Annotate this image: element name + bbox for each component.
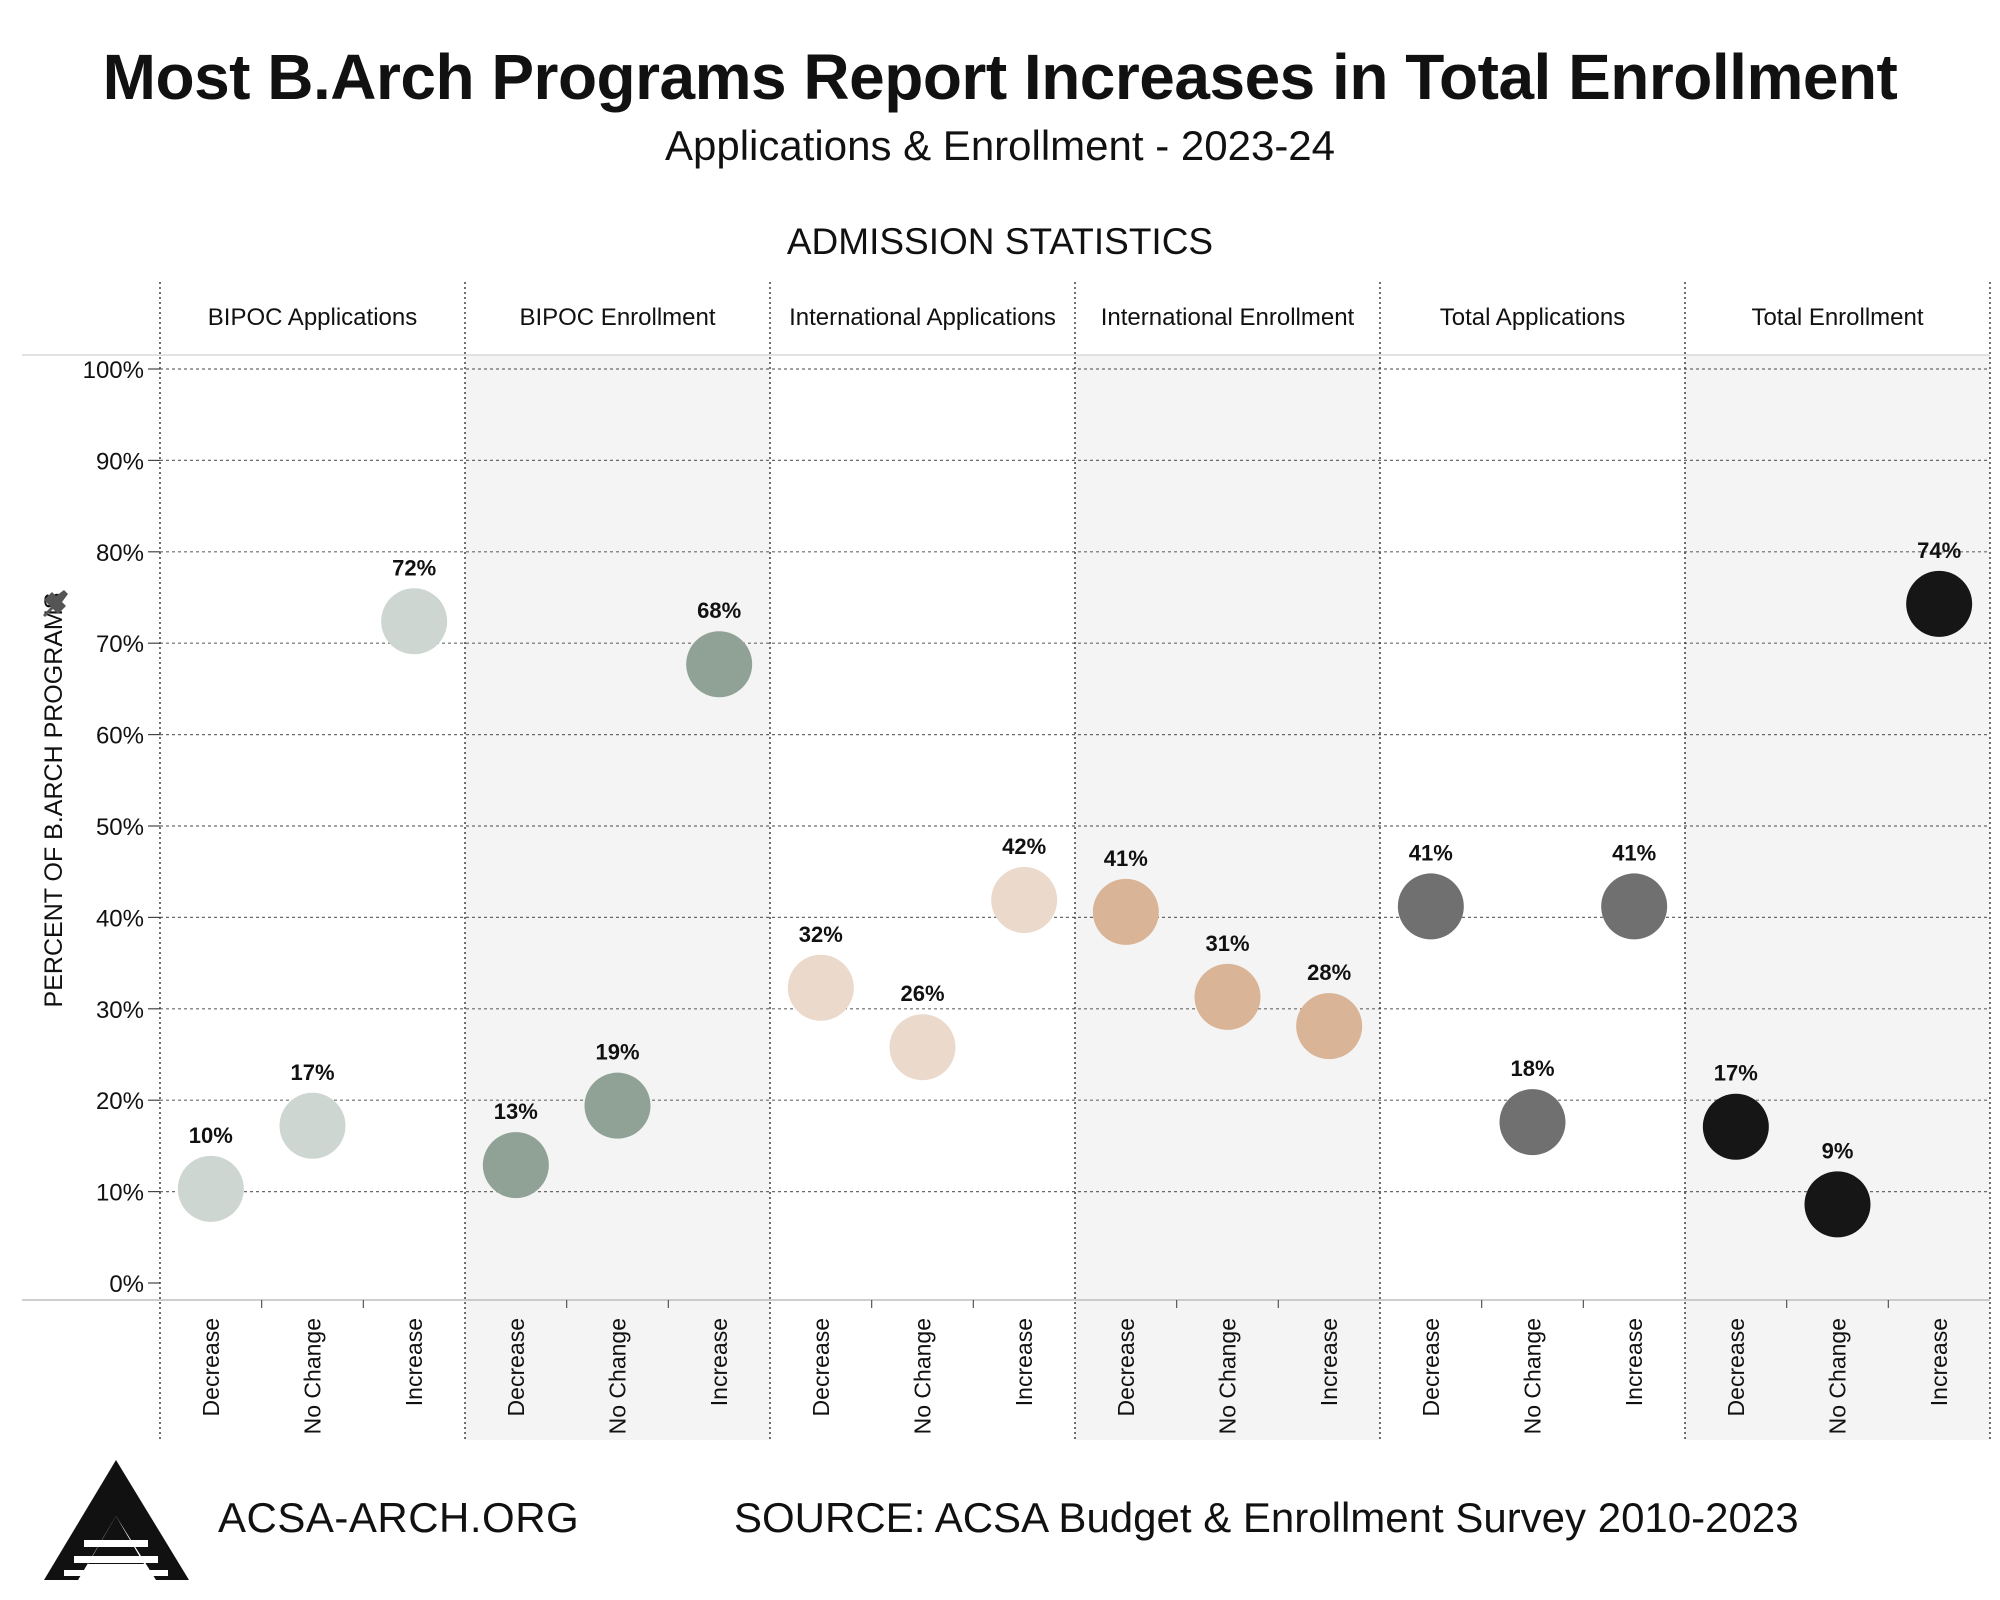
- panel-shade: [465, 355, 770, 1440]
- data-point: [381, 588, 448, 655]
- data-label: 13%: [494, 1099, 538, 1124]
- acsa-logo-icon: [44, 1460, 189, 1580]
- footer-website: ACSA-ARCH.ORG: [218, 1494, 580, 1541]
- data-point: [1804, 1171, 1871, 1238]
- panel-header: Total Applications: [1440, 304, 1625, 331]
- data-point: [1194, 963, 1261, 1030]
- y-tick-label: 80%: [96, 540, 144, 567]
- data-point: [991, 867, 1058, 934]
- panel-header: BIPOC Enrollment: [519, 304, 715, 331]
- data-label: 41%: [1612, 840, 1656, 865]
- data-label: 10%: [189, 1123, 233, 1148]
- panel-header: BIPOC Applications: [208, 304, 417, 331]
- y-tick-label: 50%: [96, 814, 144, 841]
- category-label: No Change: [300, 1318, 326, 1434]
- panel-header: International Applications: [789, 304, 1056, 331]
- category-label: Increase: [1011, 1318, 1037, 1406]
- category-label: No Change: [1520, 1318, 1546, 1434]
- data-label: 68%: [697, 598, 741, 623]
- data-point: [1601, 873, 1668, 940]
- category-label: Increase: [706, 1318, 732, 1406]
- category-label: No Change: [910, 1318, 936, 1434]
- chart-subtitle: Applications & Enrollment - 2023-24: [664, 122, 1336, 169]
- data-label: 19%: [595, 1040, 639, 1065]
- y-tick-label: 30%: [96, 997, 144, 1024]
- data-label: 26%: [900, 981, 944, 1006]
- y-tick-label: 10%: [96, 1180, 144, 1207]
- data-point: [1397, 873, 1464, 940]
- data-point: [1499, 1089, 1566, 1156]
- chart-title: Most B.Arch Programs Report Increases in…: [102, 41, 1898, 113]
- category-label: Decrease: [198, 1318, 224, 1416]
- y-tick-label: 100%: [83, 357, 144, 384]
- category-label: Decrease: [808, 1318, 834, 1416]
- category-label: Decrease: [1723, 1318, 1749, 1416]
- category-label: Decrease: [1418, 1318, 1444, 1416]
- y-tick-label: 60%: [96, 723, 144, 750]
- data-point: [584, 1072, 651, 1139]
- data-label: 17%: [290, 1060, 334, 1085]
- data-label: 41%: [1104, 846, 1148, 871]
- category-label: No Change: [1825, 1318, 1851, 1434]
- category-label: No Change: [1215, 1318, 1241, 1434]
- y-tick-label: 40%: [96, 905, 144, 932]
- data-label: 41%: [1409, 840, 1453, 865]
- data-point: [686, 631, 753, 698]
- category-label: Increase: [1926, 1318, 1952, 1406]
- data-point: [482, 1132, 549, 1199]
- footer-source: SOURCE: ACSA Budget & Enrollment Survey …: [734, 1494, 1799, 1541]
- section-title: ADMISSION STATISTICS: [787, 221, 1213, 262]
- category-label: No Change: [605, 1318, 631, 1434]
- panel-shade: [1685, 355, 1990, 1440]
- data-point: [889, 1014, 956, 1081]
- data-point: [177, 1155, 244, 1222]
- data-label: 28%: [1307, 960, 1351, 985]
- category-label: Decrease: [1113, 1318, 1139, 1416]
- category-label: Increase: [401, 1318, 427, 1406]
- y-tick-label: 20%: [96, 1088, 144, 1115]
- data-point: [279, 1092, 346, 1159]
- panel-header: International Enrollment: [1101, 304, 1355, 331]
- category-label: Increase: [1621, 1318, 1647, 1406]
- category-label: Decrease: [503, 1318, 529, 1416]
- data-point: [1296, 993, 1363, 1060]
- data-point: [1906, 570, 1973, 637]
- data-label: 72%: [392, 555, 436, 580]
- y-tick-label: 90%: [96, 448, 144, 475]
- category-label: Increase: [1316, 1318, 1342, 1406]
- data-label: 9%: [1822, 1138, 1854, 1163]
- data-label: 17%: [1714, 1061, 1758, 1086]
- data-point: [787, 954, 854, 1021]
- data-point: [1702, 1093, 1769, 1160]
- data-point: [1092, 878, 1159, 945]
- data-label: 32%: [799, 922, 843, 947]
- pin-icon: [43, 590, 68, 617]
- y-axis-label: PERCENT OF B.ARCH PROGRAMS: [40, 593, 68, 1008]
- y-tick-label: 0%: [109, 1271, 144, 1298]
- data-label: 31%: [1205, 931, 1249, 956]
- data-label: 42%: [1002, 834, 1046, 859]
- y-tick-label: 70%: [96, 631, 144, 658]
- data-label: 18%: [1510, 1056, 1554, 1081]
- panel-header: Total Enrollment: [1751, 304, 1923, 331]
- admission-statistics-chart: ADMISSION STATISTICS 0% 10% 20% 30% 40% 50% 60%…: [22, 221, 1991, 1440]
- data-label: 74%: [1917, 538, 1961, 563]
